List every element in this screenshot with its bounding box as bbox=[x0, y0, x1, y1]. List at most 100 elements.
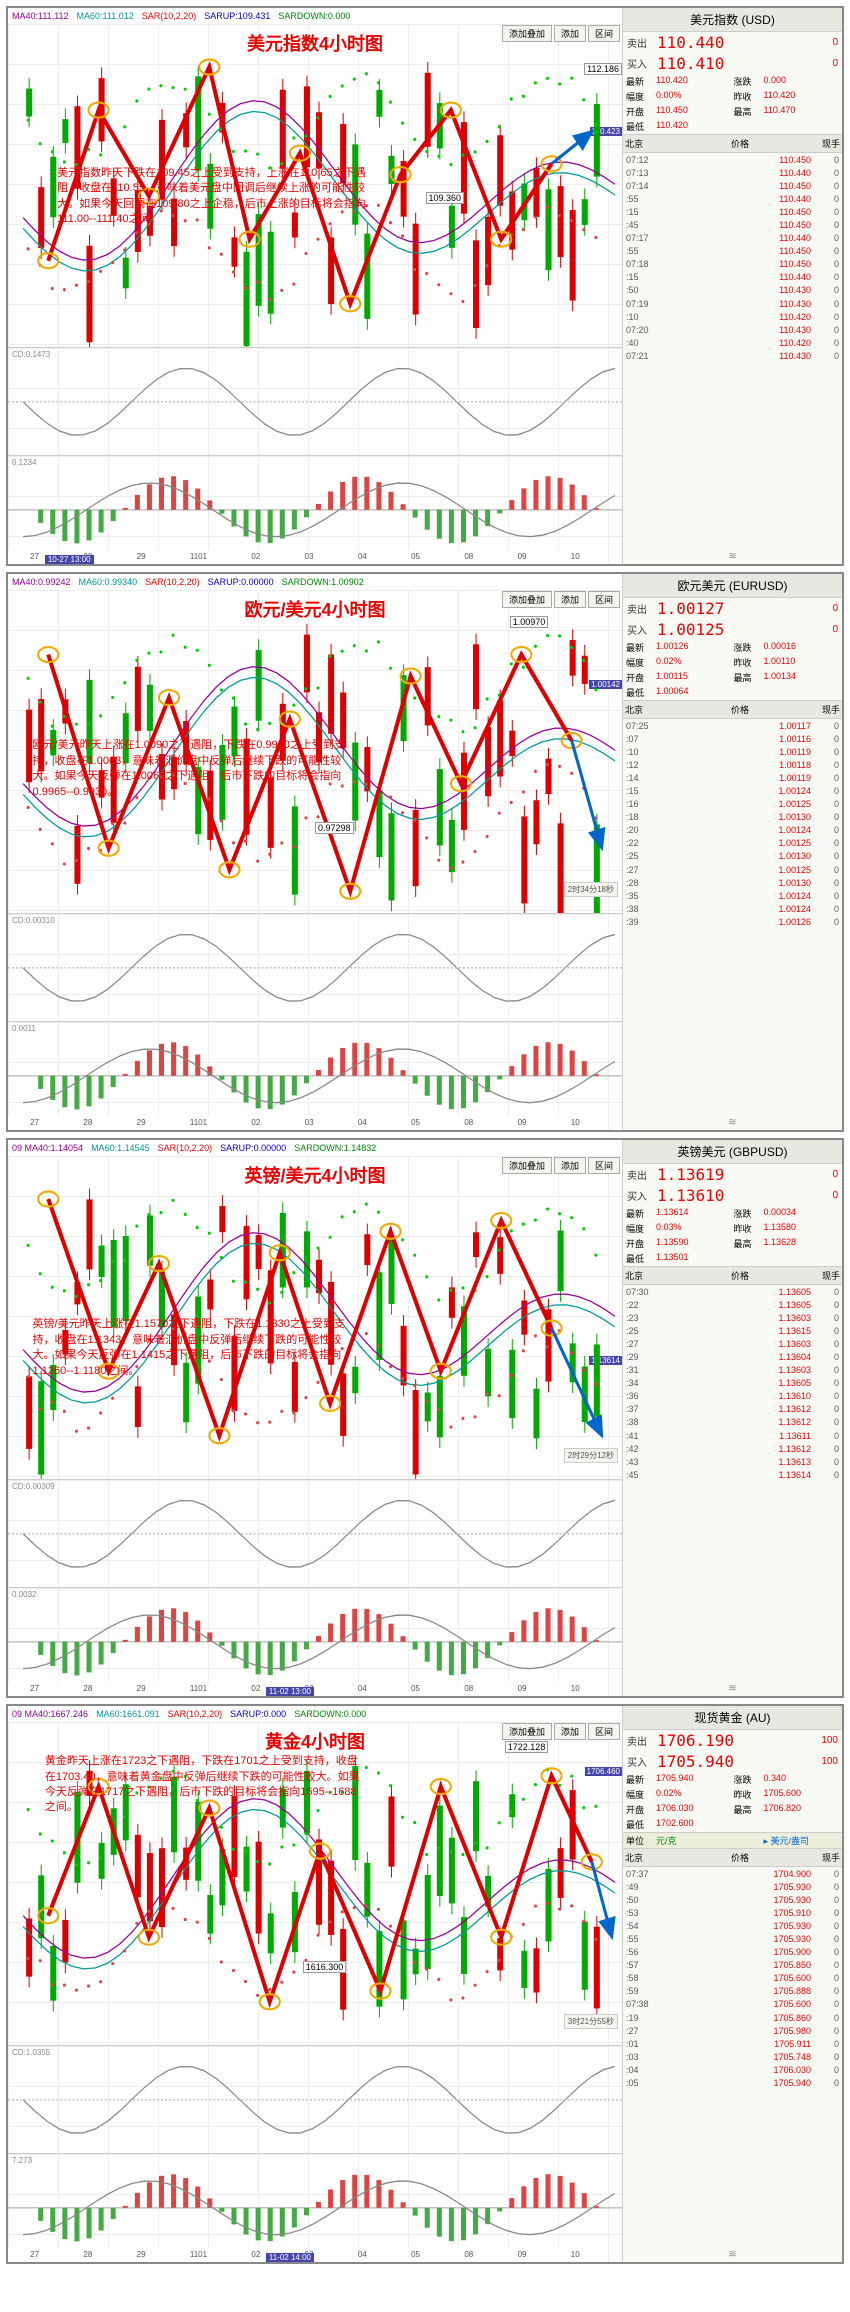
indicator-bar: MA40:111.112MA60:111.012SAR(10,2,20)SARU… bbox=[8, 8, 622, 24]
sub-chart-2[interactable]: 7.273 272829110102030405080910 11-02 14:… bbox=[8, 2154, 622, 2262]
panel-gbp: 09 MA40:1.14054MA60:1.14545SAR(10,2,20)S… bbox=[6, 1138, 844, 1698]
annotation-text: 黄金昨天上涨在1723之下遇阻，下跌在1701之上受到支持，收盘在1703.40… bbox=[45, 1754, 365, 1816]
indicator-value: SARDOWN:1.14832 bbox=[294, 1143, 376, 1153]
tick-row: :371.136120 bbox=[626, 1403, 839, 1416]
toolbar-button[interactable]: 添加 bbox=[554, 1157, 586, 1174]
sell-row[interactable]: 卖出110.4400 bbox=[623, 32, 842, 53]
tick-list[interactable]: 07:371704.9000:491705.9300:501705.9300:5… bbox=[623, 1867, 842, 2247]
sub-chart-2[interactable]: 0.0011 272829110102030405080910 bbox=[8, 1022, 622, 1130]
toolbar-button[interactable]: 区间 bbox=[588, 1157, 620, 1174]
stat-row: 开盘1.00115最高1.00134 bbox=[623, 670, 842, 685]
sell-row[interactable]: 卖出1.001270 bbox=[623, 598, 842, 619]
tick-row: :011705.9110 bbox=[626, 2038, 839, 2051]
tick-row: :271.001250 bbox=[626, 864, 839, 877]
sub-indicator-label: CD:0.1473 bbox=[12, 350, 50, 359]
sub-chart-1[interactable]: CD:0.1473 bbox=[8, 348, 622, 457]
date-tag: 10-27 13:00 bbox=[45, 555, 94, 564]
chart-toolbar: 添加叠加添加区间 bbox=[502, 591, 620, 608]
tick-row: :421.136120 bbox=[626, 1443, 839, 1456]
chart-toolbar: 添加叠加添加区间 bbox=[502, 25, 620, 42]
tick-row: :251.001300 bbox=[626, 850, 839, 863]
chart-toolbar: 添加叠加添加区间 bbox=[502, 1157, 620, 1174]
sub-indicator-label: 7.273 bbox=[12, 2156, 32, 2165]
indicator-value: MA60:1661.091 bbox=[96, 1709, 160, 1719]
tick-row: :571705.8500 bbox=[626, 1959, 839, 1972]
tick-row: :201.001240 bbox=[626, 824, 839, 837]
toolbar-button[interactable]: 添加叠加 bbox=[502, 1723, 552, 1740]
toolbar-button[interactable]: 添加叠加 bbox=[502, 25, 552, 42]
instrument-name: 英镑美元 (GBPUSD) bbox=[623, 1140, 842, 1164]
tick-row: :15110.4500 bbox=[626, 206, 839, 219]
toolbar-button[interactable]: 区间 bbox=[588, 591, 620, 608]
indicator-value: MA60:111.012 bbox=[77, 11, 134, 21]
tick-row: :051705.9400 bbox=[626, 2077, 839, 2090]
toolbar-button[interactable]: 添加 bbox=[554, 25, 586, 42]
tick-row: :45110.4500 bbox=[626, 219, 839, 232]
price-tag: 0.97298 bbox=[315, 822, 354, 834]
tick-row: :391.001260 bbox=[626, 916, 839, 929]
tick-list[interactable]: 07:12110.450007:13110.440007:14110.4500:… bbox=[623, 153, 842, 549]
annotation-text: 欧元/美元昨天上涨在1.0090之下遇阻，下跌在0.9990之上受到支持，收盘在… bbox=[33, 738, 353, 800]
tick-list[interactable]: 07:251.001170:071.001160:101.001190:121.… bbox=[623, 719, 842, 1115]
indicator-value: SARUP:109.431 bbox=[204, 11, 270, 21]
main-chart[interactable]: 添加叠加添加区间 黄金4小时图 黄金昨天上涨在1723之下遇阻，下跌在1701之… bbox=[8, 1722, 622, 2046]
tick-list[interactable]: 07:301.136050:221.136050:231.136030:251.… bbox=[623, 1285, 842, 1681]
toolbar-button[interactable]: 添加叠加 bbox=[502, 1157, 552, 1174]
tick-row: :351.001240 bbox=[626, 890, 839, 903]
tick-row: :281.001300 bbox=[626, 877, 839, 890]
unit-row[interactable]: 单位元/克▸ 美元/盎司 bbox=[623, 1832, 842, 1848]
tick-footer-icon: ≋ bbox=[623, 549, 842, 564]
buy-row[interactable]: 买入1.001250 bbox=[623, 619, 842, 640]
stat-row: 幅度0.02%昨收1705.600 bbox=[623, 1787, 842, 1802]
tick-row: 07:12110.4500 bbox=[626, 154, 839, 167]
tick-row: 07:251.001170 bbox=[626, 720, 839, 733]
tick-row: 07:21110.4300 bbox=[626, 350, 839, 363]
chart-toolbar: 添加叠加添加区间 bbox=[502, 1723, 620, 1740]
stat-row: 最新110.420涨跌0.000 bbox=[623, 74, 842, 89]
sub-indicator-label: 0.0032 bbox=[12, 1590, 36, 1599]
stat-row: 最低110.420 bbox=[623, 119, 842, 134]
tick-row: :311.136030 bbox=[626, 1364, 839, 1377]
stat-row: 最新1705.940涨跌0.340 bbox=[623, 1772, 842, 1787]
tick-row: :411.136110 bbox=[626, 1430, 839, 1443]
tick-row: 07:381705.6000 bbox=[626, 1998, 839, 2011]
price-tag: 1.00970 bbox=[510, 616, 549, 628]
stat-row: 开盘1706.030最高1706.820 bbox=[623, 1802, 842, 1817]
sub-chart-1[interactable]: CD:0.00309 bbox=[8, 1480, 622, 1589]
toolbar-button[interactable]: 添加 bbox=[554, 1723, 586, 1740]
y-axis-tag: 1.13614 bbox=[589, 1356, 622, 1365]
buy-row[interactable]: 买入1.136100 bbox=[623, 1185, 842, 1206]
sell-row[interactable]: 卖出1706.190100 bbox=[623, 1730, 842, 1751]
buy-row[interactable]: 买入1705.940100 bbox=[623, 1751, 842, 1772]
sub-chart-2[interactable]: 0.0032 272829110102030405080910 11-02 13… bbox=[8, 1588, 622, 1696]
tick-row: :031705.7480 bbox=[626, 2051, 839, 2064]
date-tag: 11-02 13:00 bbox=[266, 1687, 314, 1696]
stat-row: 最低1702.600 bbox=[623, 1817, 842, 1832]
annotation-text: 美元指数昨天下跌在109.45之上受到支持，上涨在110.65之下遇阻，收盘在1… bbox=[57, 166, 377, 228]
quote-sidebar: 现货黄金 (AU)卖出1706.190100买入1705.940100最新170… bbox=[622, 1706, 842, 2262]
sub-chart-1[interactable]: CD:0.00310 bbox=[8, 914, 622, 1023]
tick-row: :141.001190 bbox=[626, 772, 839, 785]
sub-chart-2[interactable]: 0.1234 272829110102030405080910 10-27 13… bbox=[8, 456, 622, 564]
stat-row: 幅度0.02%昨收1.00110 bbox=[623, 655, 842, 670]
main-chart[interactable]: 添加叠加添加区间 欧元/美元4小时图 欧元/美元昨天上涨在1.0090之下遇阻，… bbox=[8, 590, 622, 914]
indicator-value: 09 MA40:1667.246 bbox=[12, 1709, 88, 1719]
main-chart[interactable]: 添加叠加添加区间 美元指数4小时图 美元指数昨天下跌在109.45之上受到支持，… bbox=[8, 24, 622, 348]
tick-row: :251.136150 bbox=[626, 1325, 839, 1338]
tick-row: :15110.4400 bbox=[626, 271, 839, 284]
indicator-value: SAR(10,2,20) bbox=[145, 577, 200, 587]
main-chart[interactable]: 添加叠加添加区间 英镑/美元4小时图 英镑/美元昨天上涨在1.1570之下遇阻，… bbox=[8, 1156, 622, 1480]
buy-row[interactable]: 买入110.4100 bbox=[623, 53, 842, 74]
indicator-bar: 09 MA40:1667.246MA60:1661.091SAR(10,2,20… bbox=[8, 1706, 622, 1722]
tick-row: :501705.9300 bbox=[626, 1894, 839, 1907]
toolbar-button[interactable]: 添加叠加 bbox=[502, 591, 552, 608]
sub-indicator-label: CD:0.00310 bbox=[12, 916, 55, 925]
tick-row: 07:301.136050 bbox=[626, 1286, 839, 1299]
toolbar-button[interactable]: 添加 bbox=[554, 591, 586, 608]
toolbar-button[interactable]: 区间 bbox=[588, 1723, 620, 1740]
sub-chart-1[interactable]: CD:1.0355 bbox=[8, 2046, 622, 2155]
toolbar-button[interactable]: 区间 bbox=[588, 25, 620, 42]
tick-row: :381.136120 bbox=[626, 1416, 839, 1429]
sell-row[interactable]: 卖出1.136190 bbox=[623, 1164, 842, 1185]
indicator-value: SARUP:0.000 bbox=[230, 1709, 286, 1719]
